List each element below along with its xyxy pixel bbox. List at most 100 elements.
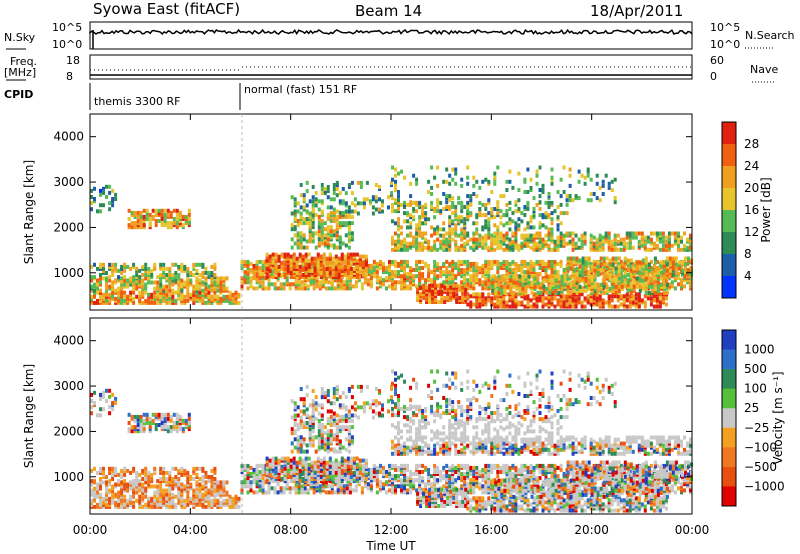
power-cell [355, 258, 359, 263]
power-cell [602, 276, 606, 281]
power-cell [559, 296, 563, 301]
velocity-cell [162, 496, 166, 501]
power-cell [535, 241, 539, 246]
power-cell [626, 280, 630, 285]
power-cell [547, 227, 551, 232]
power-cell [265, 271, 269, 275]
power-cell [589, 177, 593, 182]
power-cell [418, 225, 422, 230]
power-cell [268, 260, 272, 265]
power-cell [309, 266, 313, 270]
power-cell [521, 282, 525, 287]
power-cell [210, 280, 214, 285]
power-cell [511, 231, 515, 236]
power-cell [505, 304, 509, 309]
power-cell [562, 190, 566, 194]
power-cell [659, 286, 663, 291]
velocity-cell [102, 475, 105, 479]
power-cell [661, 272, 665, 277]
velocity-cell [120, 482, 124, 487]
velocity-cell [141, 482, 145, 487]
power-cell [192, 284, 196, 289]
power-cell [163, 219, 167, 223]
velocity-cell [210, 486, 214, 491]
power-cell [165, 284, 169, 289]
velocity-cell [195, 502, 199, 507]
power-cell [181, 223, 185, 228]
power-cell [575, 276, 579, 281]
power-cell [335, 209, 339, 214]
power-cell [332, 183, 336, 187]
power-cell [460, 183, 464, 188]
power-cell [607, 304, 611, 309]
power-cell [496, 235, 500, 240]
power-cell [619, 296, 623, 301]
power-cell [653, 256, 657, 261]
velocity-cell [123, 472, 127, 477]
power-cell [150, 292, 154, 297]
power-cell [580, 239, 584, 244]
power-cell [598, 233, 602, 238]
power-cell [478, 300, 482, 305]
power-cell [593, 270, 597, 275]
power-cell [361, 273, 365, 277]
velocity-cell [120, 486, 124, 491]
power-cell [631, 261, 635, 266]
power-cell [508, 241, 512, 246]
power-cell [282, 282, 286, 287]
power-cell [314, 231, 318, 236]
velocity-cell [252, 467, 256, 472]
power-cell [201, 282, 205, 287]
power-cell [563, 286, 567, 291]
power-cell [610, 304, 614, 309]
velocity-cell [181, 418, 185, 423]
power-cell [554, 274, 558, 279]
power-cell [295, 275, 299, 280]
power-cell [499, 261, 503, 266]
power-cell [347, 205, 351, 210]
power-cell [481, 298, 485, 303]
velocity-cell [90, 399, 93, 403]
power-cell [445, 194, 449, 199]
power-cell [114, 288, 118, 293]
velocity-cell [279, 486, 283, 491]
power-cell [463, 243, 467, 248]
power-cell [265, 264, 269, 269]
power-cell [481, 270, 485, 275]
velocity-cell [273, 490, 277, 495]
power-cell [508, 304, 512, 309]
power-cell [418, 259, 422, 264]
power-cell [427, 179, 431, 184]
power-cell [307, 273, 311, 277]
power-cell [631, 300, 635, 305]
velocity-cell [153, 498, 157, 503]
power-cell [575, 290, 579, 295]
velocity-cell [222, 502, 226, 507]
power-cell [608, 262, 612, 267]
power-cell [683, 243, 686, 248]
power-cell [309, 280, 313, 285]
power-cell [252, 274, 256, 279]
power-cell [303, 286, 307, 291]
power-cell [135, 273, 139, 277]
power-cell [329, 210, 333, 215]
power-cell [544, 200, 548, 205]
power-cell [529, 225, 533, 230]
velocity-cell [160, 421, 164, 425]
power-cell [434, 291, 438, 296]
power-cell [678, 260, 681, 265]
power-cell [213, 264, 217, 269]
power-cell [329, 235, 333, 240]
power-cell [502, 237, 506, 242]
power-cell [628, 272, 632, 277]
velocity-cell [108, 388, 112, 393]
power-cell [605, 270, 609, 275]
power-cell [574, 304, 578, 309]
power-cell [481, 245, 485, 250]
power-cell [620, 284, 624, 289]
velocity-cell [219, 500, 223, 505]
freq-trace [90, 66, 692, 76]
velocity-cell [111, 484, 115, 489]
velocity-cell [177, 492, 181, 497]
power-cell [397, 233, 400, 238]
